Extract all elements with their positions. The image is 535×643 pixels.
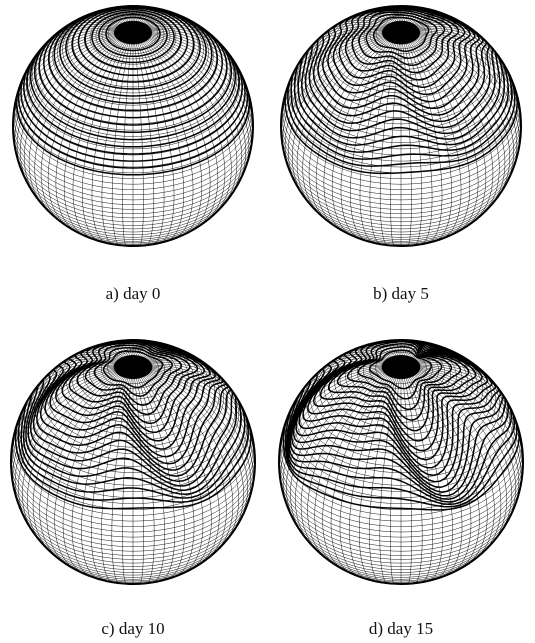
polar-cap <box>382 355 420 379</box>
sphere <box>279 340 523 584</box>
polar-cap <box>382 21 420 44</box>
caption: d) day 15 <box>301 619 501 639</box>
polar-cap <box>114 21 152 44</box>
sphere <box>11 340 255 584</box>
polar-cap <box>114 355 152 379</box>
sphere <box>13 6 253 246</box>
sphere <box>281 6 521 246</box>
figure: a) day 0 b) day 5 c) day 10 d) day 15 <box>0 0 535 643</box>
caption: b) day 5 <box>301 284 501 304</box>
caption: c) day 10 <box>33 619 233 639</box>
caption: a) day 0 <box>33 284 233 304</box>
sphere-panels <box>0 0 535 643</box>
